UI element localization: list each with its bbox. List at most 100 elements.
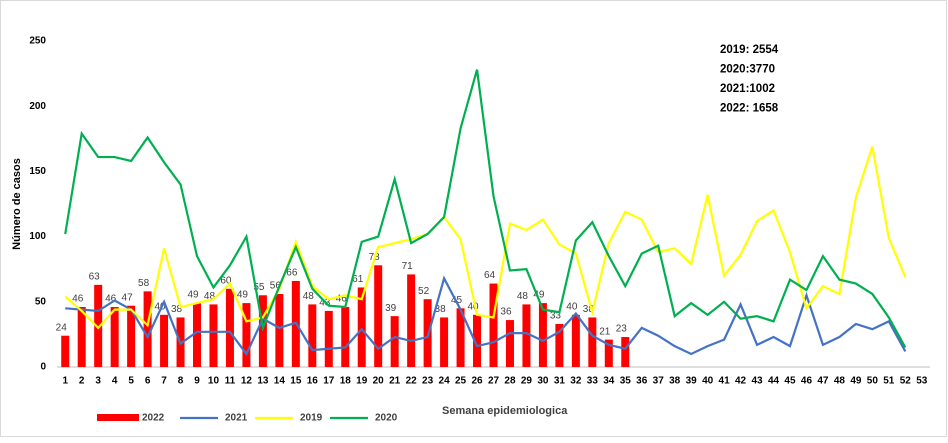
data-label: 40 bbox=[566, 301, 578, 312]
data-label: 33 bbox=[550, 311, 562, 322]
data-label: 56 bbox=[270, 281, 282, 292]
annotation: 2021:1002 bbox=[720, 83, 775, 95]
x-axis-title: Semana epidemiologica bbox=[442, 405, 568, 417]
data-label: 38 bbox=[171, 304, 183, 315]
bar bbox=[324, 310, 333, 367]
x-tick-label: 9 bbox=[194, 376, 200, 387]
x-tick-label: 28 bbox=[504, 376, 516, 387]
bar bbox=[242, 303, 251, 367]
x-tick-label: 12 bbox=[241, 376, 253, 387]
data-label: 66 bbox=[286, 268, 298, 279]
x-tick-label: 22 bbox=[406, 376, 418, 387]
bar bbox=[621, 337, 630, 367]
bar bbox=[209, 304, 218, 367]
x-tick-label: 25 bbox=[455, 376, 467, 387]
bar bbox=[225, 288, 234, 367]
x-tick-label: 2 bbox=[79, 376, 85, 387]
bar bbox=[193, 303, 202, 367]
x-tick-label: 7 bbox=[161, 376, 167, 387]
y-tick-label: 50 bbox=[35, 296, 47, 307]
bar bbox=[604, 339, 613, 367]
y-tick-label: 150 bbox=[29, 166, 46, 177]
x-tick-label: 48 bbox=[834, 376, 846, 387]
x-tick-label: 35 bbox=[620, 376, 632, 387]
bar bbox=[61, 335, 70, 367]
x-tick-label: 39 bbox=[686, 376, 698, 387]
data-label: 48 bbox=[204, 291, 216, 302]
y-tick-label: 100 bbox=[29, 231, 46, 242]
x-tick-label: 37 bbox=[653, 376, 665, 387]
data-label: 52 bbox=[418, 286, 430, 297]
x-tick-label: 11 bbox=[225, 376, 236, 387]
data-label: 48 bbox=[517, 291, 529, 302]
data-label: 71 bbox=[402, 261, 414, 272]
x-tick-label: 27 bbox=[488, 376, 500, 387]
x-tick-label: 10 bbox=[208, 376, 220, 387]
bar bbox=[127, 305, 136, 367]
bar bbox=[160, 314, 169, 367]
bar bbox=[588, 317, 597, 367]
x-tick-label: 21 bbox=[389, 376, 401, 387]
bar bbox=[374, 265, 383, 367]
line bbox=[64, 146, 907, 330]
data-label: 55 bbox=[253, 282, 265, 293]
data-label: 36 bbox=[500, 307, 512, 318]
bar bbox=[440, 317, 449, 367]
bar bbox=[505, 320, 514, 367]
y-tick-label: 200 bbox=[29, 101, 46, 112]
y-tick-label: 250 bbox=[29, 36, 46, 47]
annotation: 2022: 1658 bbox=[720, 103, 779, 115]
x-tick-label: 38 bbox=[669, 376, 681, 387]
data-label: 64 bbox=[484, 270, 496, 281]
x-tick-label: 23 bbox=[422, 376, 434, 387]
bar bbox=[473, 314, 482, 367]
bar bbox=[77, 307, 86, 367]
bar bbox=[275, 293, 284, 367]
annotation: 2019: 2554 bbox=[720, 44, 779, 56]
data-label: 21 bbox=[599, 326, 611, 337]
x-tick-label: 8 bbox=[178, 376, 184, 387]
annotation: 2020:3770 bbox=[720, 64, 775, 76]
x-tick-label: 26 bbox=[471, 376, 483, 387]
data-label: 24 bbox=[56, 322, 68, 333]
x-tick-label: 14 bbox=[274, 376, 286, 387]
bar bbox=[522, 304, 531, 367]
bar bbox=[341, 307, 350, 367]
data-label: 49 bbox=[187, 290, 199, 301]
data-label: 38 bbox=[583, 304, 595, 315]
data-label: 60 bbox=[220, 275, 232, 286]
bar bbox=[94, 284, 103, 367]
bar bbox=[571, 314, 580, 367]
legend-label: 2019 bbox=[300, 413, 323, 424]
x-tick-label: 17 bbox=[323, 376, 335, 387]
data-label: 40 bbox=[467, 301, 479, 312]
bar bbox=[308, 304, 317, 367]
x-tick-label: 31 bbox=[554, 376, 566, 387]
legend-label: 2022 bbox=[142, 413, 165, 424]
bar bbox=[489, 283, 498, 367]
x-tick-label: 45 bbox=[784, 376, 796, 387]
x-tick-label: 50 bbox=[867, 376, 879, 387]
line bbox=[65, 275, 907, 357]
line bbox=[64, 69, 907, 348]
data-label: 46 bbox=[336, 294, 348, 305]
x-tick-label: 41 bbox=[719, 376, 731, 387]
bar bbox=[143, 291, 152, 367]
bar bbox=[110, 307, 119, 367]
legend-label: 2021 bbox=[225, 413, 248, 424]
bar bbox=[538, 303, 547, 367]
x-tick-label: 20 bbox=[373, 376, 385, 387]
x-tick-label: 30 bbox=[537, 376, 549, 387]
x-tick-label: 52 bbox=[900, 376, 912, 387]
x-tick-label: 33 bbox=[587, 376, 599, 387]
x-tick-label: 1 bbox=[62, 376, 68, 387]
x-tick-label: 51 bbox=[883, 376, 895, 387]
x-tick-label: 29 bbox=[521, 376, 533, 387]
data-label: 46 bbox=[105, 294, 117, 305]
bar bbox=[258, 295, 267, 367]
y-axis-title: Número de casos bbox=[11, 158, 23, 250]
data-label: 49 bbox=[533, 290, 545, 301]
x-tick-label: 6 bbox=[145, 376, 151, 387]
